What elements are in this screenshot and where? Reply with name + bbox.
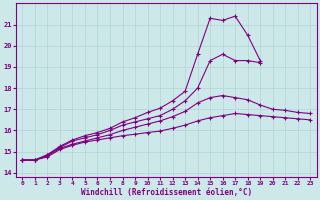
X-axis label: Windchill (Refroidissement éolien,°C): Windchill (Refroidissement éolien,°C) <box>81 188 252 197</box>
